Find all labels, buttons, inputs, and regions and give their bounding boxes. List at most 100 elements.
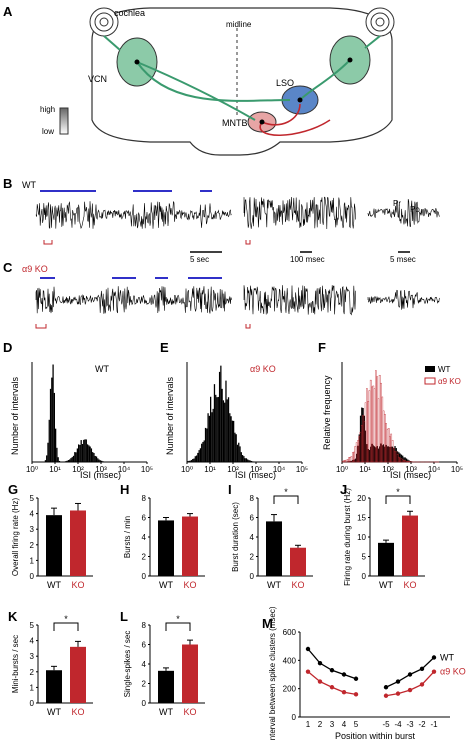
chart-k-yticklabel-3: 3	[30, 652, 35, 661]
panel-letter-a: A	[3, 4, 13, 19]
chart-g-yticklabel-5: 5	[30, 494, 35, 503]
hist-d-bar-32	[72, 455, 75, 462]
chart-m-series-0-line-left	[307, 648, 357, 680]
chart-l-yticklabel-4: 8	[142, 621, 147, 630]
hist-f-wt-bar-15	[361, 407, 363, 462]
chart-i-yticklabel-0: 0	[250, 572, 255, 581]
hist-d-bar-27	[66, 460, 68, 462]
spike-traces	[35, 190, 440, 329]
activity-gradient-legend	[59, 107, 69, 135]
hist-f-wt-bar-35	[386, 446, 388, 462]
chart-h-letter: H	[120, 482, 129, 497]
chart-m-series-1-point-l3	[341, 690, 347, 695]
chart-m-letter: M	[262, 616, 273, 631]
chart-m-xtick-l4: 5	[354, 720, 359, 729]
hist-d-bar-42	[85, 439, 87, 462]
hist-d-xticklabel-4: 10⁴	[118, 465, 131, 474]
hist-e-bar-38	[235, 434, 237, 462]
chart-l-yticklabel-1: 2	[142, 680, 147, 689]
legend-low: low	[42, 127, 54, 136]
hist-f-wt-bar-51	[407, 459, 409, 462]
chart-l-bar-ko	[182, 644, 198, 703]
chart-i-sig-star: *	[284, 487, 288, 497]
hist-d-bar-34	[75, 452, 77, 462]
chart-m-series-0-label: WT	[440, 653, 454, 663]
hist-f-wt-bar-8	[352, 459, 354, 462]
hist-f-wt-bar-45	[399, 453, 401, 462]
isi-histograms: 10⁰ 10¹ 10² 10³ 10⁴ 10⁵ 10⁰ 10¹ 10² 10³ 10⁴ 10⁵ 10⁰ 1…	[26, 362, 463, 474]
e-ylabel: Number of intervals	[165, 376, 175, 455]
hist-e-bar-28	[222, 400, 225, 462]
chart-g-xlabel-0: WT	[47, 580, 61, 590]
chart-m-series-1-point-l4	[353, 692, 359, 697]
chart-l-xlabel-1: KO	[183, 707, 196, 717]
hist-d-bar-11	[46, 455, 48, 462]
hist-e-bar-13	[203, 440, 205, 462]
label-lso: LSO	[276, 78, 294, 88]
label-pr: Pr	[393, 199, 401, 208]
chart-l-yticklabel-2: 4	[142, 660, 147, 669]
hist-e-bar-7	[195, 455, 198, 462]
trace-c-zoom	[243, 285, 356, 316]
hist-e-xticklabel-1: 10¹	[204, 465, 216, 474]
chart-m-yticklabel-3: 600	[283, 628, 297, 637]
chart-k-sig-star: *	[64, 614, 68, 624]
chart-j-yticklabel-3: 15	[357, 514, 366, 523]
chart-g-yticklabel-4: 4	[30, 510, 35, 519]
chart-m-ylabel: Interval between spike clusters (msec)	[268, 606, 277, 741]
cochlea-right-icon	[365, 7, 395, 37]
hist-e-bar-19	[211, 412, 213, 462]
hist-d-bar-14	[49, 388, 52, 462]
chart-m-series-1-point-r0	[383, 693, 389, 698]
hist-d-bar-30	[70, 458, 72, 462]
hist-d-bar-46	[90, 448, 93, 462]
hist-d-bar-43	[86, 444, 89, 462]
chart-k-yticklabel-5: 5	[30, 621, 35, 630]
hist-d-bar-45	[89, 446, 91, 462]
hist-d-bar-20	[57, 457, 59, 462]
chart-g-yticklabel-1: 1	[30, 556, 35, 565]
chart-m-series-1-line-left	[307, 671, 357, 695]
chart-i-xlabel-0: WT	[267, 580, 281, 590]
chart-l-bar-wt	[158, 670, 174, 703]
chart-m-yticklabel-2: 400	[283, 656, 297, 665]
hist-d-bar-15	[51, 377, 53, 462]
hist-e-bar-0	[187, 461, 189, 462]
hist-d-bar-21	[58, 460, 61, 462]
cochlea-left-icon	[89, 7, 119, 37]
chart-m-series-0-point-r2	[407, 672, 413, 677]
hist-e-bar-32	[227, 397, 230, 462]
hist-f-xticklabel-4: 10⁴	[428, 465, 441, 474]
hist-f-wt-bar-54	[411, 461, 413, 462]
chart-j-bar-wt	[378, 542, 394, 576]
f-xlabel: ISI (msec)	[390, 470, 431, 480]
chart-j-sig-star: *	[396, 487, 400, 497]
hist-d-bar-31	[71, 457, 73, 462]
chart-j-xlabel-1: KO	[403, 580, 416, 590]
label-midline: midline	[226, 20, 252, 29]
hist-f-wt-bar-12	[357, 445, 359, 462]
hist-f-wt-bar-38	[390, 446, 392, 462]
hist-f-wt-bar-39	[391, 446, 394, 462]
hist-f-wt-bar-43	[396, 451, 399, 462]
chart-m-series-0-point-l1	[317, 660, 323, 666]
hist-f-wt-bar-18	[365, 430, 367, 462]
hist-e-bar-23	[216, 397, 218, 462]
hist-e-bar-21	[213, 384, 216, 462]
hist-f-wt-bar-10	[354, 458, 357, 462]
chart-h-yticklabel-1: 2	[142, 553, 147, 562]
hist-f-wt-bar-29	[379, 446, 381, 462]
hist-e-bar-3	[190, 460, 193, 462]
chart-m-xtick-r4: -1	[430, 720, 438, 729]
f-ylabel: Relative frequency	[322, 375, 332, 450]
hist-d-xticklabel-2: 10²	[72, 465, 84, 474]
hist-d-bar-25	[63, 461, 66, 462]
hist-d-bar-12	[47, 442, 49, 462]
chart-h-bar-ko	[182, 516, 198, 576]
chart-m-series-0-point-l0	[305, 646, 311, 652]
hist-d-bar-54	[101, 460, 103, 462]
hist-d-bar-26	[65, 461, 67, 462]
hist-e-xticklabel-4: 10⁴	[273, 465, 286, 474]
